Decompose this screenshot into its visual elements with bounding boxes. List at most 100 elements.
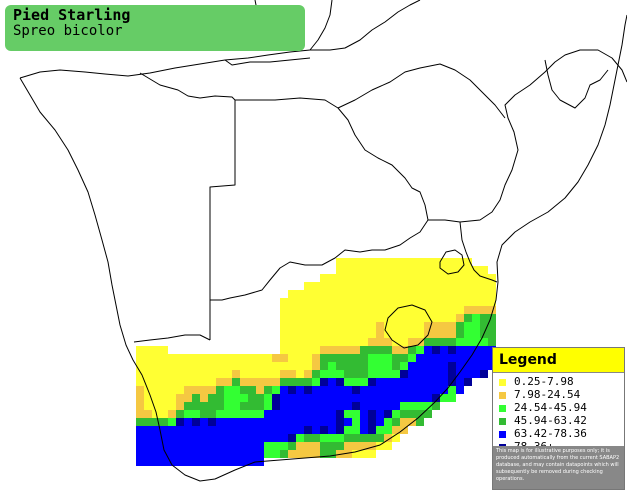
grid-cell — [192, 378, 200, 386]
grid-cell — [240, 434, 248, 442]
grid-cell — [416, 282, 424, 290]
grid-cell — [432, 386, 440, 394]
grid-cell — [424, 298, 432, 306]
grid-cell — [304, 306, 312, 314]
grid-cell — [440, 346, 448, 354]
grid-cell — [384, 322, 392, 330]
grid-cell — [296, 426, 304, 434]
grid-cell — [352, 434, 360, 442]
grid-cell — [440, 282, 448, 290]
grid-cell — [256, 418, 264, 426]
grid-cell — [288, 394, 296, 402]
grid-cell — [408, 306, 416, 314]
grid-cell — [200, 354, 208, 362]
grid-cell — [344, 402, 352, 410]
grid-cell — [344, 274, 352, 282]
grid-cell — [184, 362, 192, 370]
grid-cell — [216, 386, 224, 394]
grid-cell — [488, 306, 496, 314]
grid-cell — [160, 442, 168, 450]
grid-cell — [368, 354, 376, 362]
grid-cell — [312, 282, 320, 290]
legend-swatch — [499, 404, 506, 412]
grid-cell — [408, 314, 416, 322]
grid-cell — [448, 290, 456, 298]
grid-cell — [400, 346, 408, 354]
grid-cell — [328, 314, 336, 322]
grid-cell — [192, 394, 200, 402]
grid-cell — [280, 362, 288, 370]
grid-cell — [336, 418, 344, 426]
grid-cell — [296, 306, 304, 314]
legend-items: 0.25-7.98 7.98-24.54 24.54-45.94 45.94-63.4… — [493, 373, 624, 456]
grid-cell — [464, 338, 472, 346]
legend-label: 45.94-63.42 — [514, 414, 587, 427]
grid-cell — [400, 338, 408, 346]
grid-cell — [320, 370, 328, 378]
grid-cell — [376, 322, 384, 330]
grid-cell — [432, 282, 440, 290]
grid-cell — [400, 290, 408, 298]
grid-cell — [352, 306, 360, 314]
grid-cell — [360, 346, 368, 354]
grid-cell — [248, 426, 256, 434]
grid-cell — [256, 434, 264, 442]
grid-cell — [248, 418, 256, 426]
grid-cell — [296, 442, 304, 450]
grid-cell — [352, 386, 360, 394]
grid-cell — [216, 362, 224, 370]
grid-cell — [360, 290, 368, 298]
grid-cell — [240, 370, 248, 378]
grid-cell — [320, 346, 328, 354]
grid-cell — [288, 402, 296, 410]
grid-cell — [352, 450, 360, 458]
grid-cell — [376, 442, 384, 450]
grid-cell — [208, 402, 216, 410]
grid-cell — [400, 306, 408, 314]
grid-cell — [240, 402, 248, 410]
grid-cell — [432, 338, 440, 346]
grid-cell — [152, 402, 160, 410]
grid-cell — [448, 370, 456, 378]
grid-cell — [176, 370, 184, 378]
grid-cell — [392, 282, 400, 290]
grid-cell — [136, 410, 144, 418]
grid-cell — [144, 346, 152, 354]
grid-cell — [144, 362, 152, 370]
grid-cell — [368, 314, 376, 322]
grid-cell — [400, 322, 408, 330]
grid-cell — [232, 378, 240, 386]
grid-cell — [368, 290, 376, 298]
grid-cell — [192, 434, 200, 442]
grid-cell — [432, 306, 440, 314]
grid-cell — [272, 442, 280, 450]
grid-cell — [440, 258, 448, 266]
species-common-name: Pied Starling — [13, 6, 131, 24]
grid-cell — [440, 322, 448, 330]
grid-cell — [168, 354, 176, 362]
grid-cell — [464, 362, 472, 370]
grid-cell — [376, 266, 384, 274]
grid-cell — [232, 442, 240, 450]
grid-cell — [152, 378, 160, 386]
grid-cell — [336, 354, 344, 362]
grid-cell — [192, 458, 200, 466]
grid-cell — [296, 394, 304, 402]
grid-cell — [288, 362, 296, 370]
grid-cell — [304, 346, 312, 354]
grid-cell — [432, 354, 440, 362]
grid-cell — [352, 346, 360, 354]
grid-cell — [448, 386, 456, 394]
grid-cell — [448, 362, 456, 370]
grid-cell — [320, 314, 328, 322]
grid-cell — [456, 330, 464, 338]
grid-cell — [296, 314, 304, 322]
grid-cell — [328, 362, 336, 370]
grid-cell — [416, 290, 424, 298]
grid-cell — [384, 378, 392, 386]
grid-cell — [376, 378, 384, 386]
legend-item: 0.25-7.98 — [499, 376, 624, 388]
grid-cell — [280, 330, 288, 338]
grid-cell — [416, 298, 424, 306]
grid-cell — [336, 362, 344, 370]
